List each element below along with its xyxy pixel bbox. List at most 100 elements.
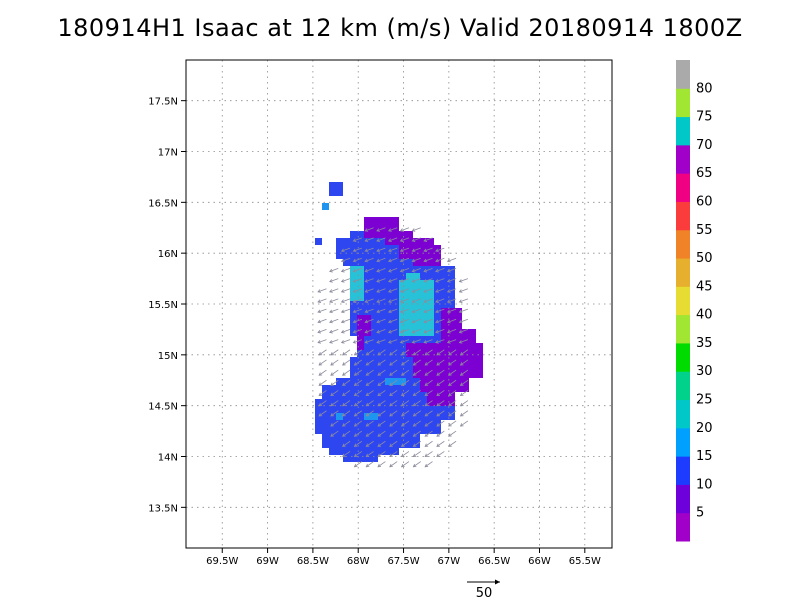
wind-arrow [377, 359, 386, 366]
y-tick-label: 14.5N [148, 402, 178, 413]
colorbar-label: 50 [696, 251, 713, 266]
wind-arrowhead [376, 228, 380, 232]
wind-arrow [436, 379, 445, 386]
wind-arrowhead [353, 382, 358, 386]
field-cell-10-15 [343, 455, 378, 462]
wind-arrowhead [340, 329, 345, 334]
wind-arrowhead [376, 299, 380, 303]
wind-arrowhead [340, 319, 345, 324]
x-axis: 69.5W 69W 68.5W 68W 67.5W 67W 66.5W 66W 65.5W [206, 548, 601, 567]
wind-arrow [447, 339, 457, 344]
wind-arrowhead [458, 279, 463, 283]
wind-arrowhead [448, 372, 452, 376]
wind-arrow [329, 318, 339, 323]
wind-arrowhead [436, 402, 440, 407]
wind-arrowhead [399, 319, 404, 324]
y-axis: 13.5N 14N 14.5N 15N 15.5N 16N 16.5N 17N 17.5N [148, 97, 186, 514]
field-cell-20-25 [350, 266, 364, 301]
wind-arrow [329, 298, 339, 303]
y-tick-label: 17.5N [148, 97, 178, 108]
wind-arrowhead [364, 289, 369, 293]
wind-arrow [318, 349, 327, 356]
wind-arrow [436, 369, 445, 376]
wind-arrow [400, 308, 410, 313]
colorbar-label: 65 [696, 166, 713, 181]
wind-arrow [436, 410, 445, 417]
wind-arrow [401, 349, 410, 356]
wind-arrowhead [364, 248, 369, 253]
wind-arrowhead [446, 258, 451, 263]
wind-arrow [389, 410, 398, 417]
colorbar-segment [676, 173, 690, 202]
wind-arrowhead [365, 423, 370, 427]
wind-arrowhead [435, 248, 439, 253]
wind-arrowhead [318, 392, 323, 397]
wind-arrow [353, 329, 362, 333]
wind-arrowhead [435, 299, 439, 303]
wind-arrowhead [435, 258, 439, 263]
x-tick-label: 69.5W [206, 556, 238, 567]
wind-arrow [413, 400, 421, 407]
field-cell-5-10 [441, 329, 476, 343]
wind-arrow [376, 268, 386, 272]
wind-arrow [389, 461, 398, 468]
wind-arrow [459, 288, 469, 293]
wind-arrow [388, 257, 398, 262]
wind-arrow [377, 400, 386, 407]
wind-arrowhead [388, 340, 392, 344]
wind-arrowhead [459, 352, 464, 356]
wind-arrowhead [411, 258, 416, 263]
wind-arrow [448, 390, 457, 396]
wind-arrow [354, 369, 363, 376]
wind-arrowhead [376, 340, 380, 344]
wind-arrow [377, 451, 386, 457]
wind-arrowhead [459, 392, 464, 397]
wind-arrowhead [424, 413, 429, 417]
wind-arrow [365, 339, 374, 344]
colorbar-segment [676, 484, 690, 514]
colorbar-label: 60 [696, 194, 713, 209]
wind-arrow [447, 268, 457, 272]
wind-arrowhead [318, 413, 323, 417]
x-tick-label: 68.5W [297, 556, 329, 567]
wind-arrowhead [399, 268, 404, 273]
colorbar-label: 40 [696, 308, 713, 323]
field-cell-10-15 [315, 399, 455, 420]
wind-arrowhead [459, 362, 464, 366]
wind-arrowhead [399, 309, 404, 314]
wind-arrow [366, 400, 374, 407]
field-cell-5-10 [399, 245, 441, 259]
wind-arrow [435, 288, 445, 293]
wind-arrow [342, 420, 351, 427]
wind-arrow [401, 400, 410, 407]
wind-arrowhead [459, 382, 464, 386]
field-cell-5-10 [357, 315, 371, 336]
wind-arrowhead [400, 463, 405, 468]
wind-arrowhead [329, 309, 333, 314]
wind-arrow [436, 451, 445, 457]
wind-arrow [423, 268, 433, 272]
wind-arrowhead [423, 299, 428, 303]
wind-arrowhead [364, 238, 369, 242]
wind-arrowhead [458, 329, 463, 334]
wind-arrow [413, 440, 421, 447]
wind-arrowhead [412, 402, 417, 407]
wind-arrowhead [330, 433, 334, 437]
wind-arrowhead [340, 299, 345, 303]
wind-arrow [341, 318, 351, 323]
wind-arrowhead [412, 413, 417, 417]
wind-arrowhead [389, 463, 393, 468]
wind-arrowhead [365, 433, 370, 437]
wind-arrowhead [352, 319, 357, 324]
wind-arrow [353, 298, 362, 303]
wind-arrowhead [376, 248, 380, 253]
colorbar-label: 80 [696, 81, 713, 96]
wind-arrow [423, 298, 433, 303]
wind-arrowhead [376, 279, 380, 283]
wind-arrowhead [448, 423, 452, 427]
wind-arrowhead [376, 329, 380, 334]
wind-arrow [329, 278, 339, 283]
wind-arrowhead [458, 299, 463, 303]
wind-arrowhead [329, 289, 333, 293]
colorbar-segment [676, 456, 690, 485]
